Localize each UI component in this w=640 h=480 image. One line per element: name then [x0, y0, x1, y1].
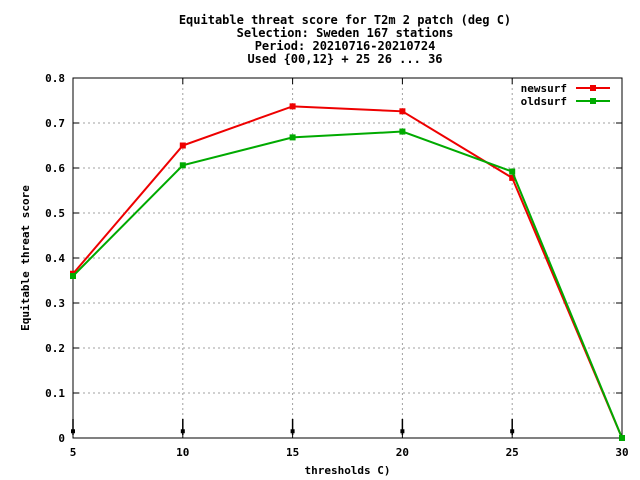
- series-line-newsurf: [72, 105, 623, 439]
- chart-title: Equitable threat score for T2m 2 patch (…: [179, 13, 511, 66]
- y-tick-label: 0.7: [45, 117, 65, 130]
- grid: [73, 78, 622, 438]
- legend-marker-oldsurf: [590, 98, 596, 104]
- legend-label-oldsurf: oldsurf: [521, 95, 567, 108]
- y-tick-label: 0.1: [45, 387, 65, 400]
- zero-marker-point: [510, 429, 515, 434]
- legend-label-newsurf: newsurf: [521, 82, 567, 95]
- x-tick-label: 15: [286, 446, 299, 459]
- zero-marker-point: [290, 429, 295, 434]
- y-tick-label: 0.5: [45, 207, 65, 220]
- y-tick-label: 0.2: [45, 342, 65, 355]
- data-point-oldsurf: [399, 128, 406, 135]
- y-tick-label: 0.4: [45, 252, 65, 265]
- data-point-newsurf: [399, 108, 406, 115]
- x-tick-label: 25: [506, 446, 519, 459]
- y-tick-label: 0: [58, 432, 65, 445]
- data-point-oldsurf: [179, 162, 186, 169]
- zero-marker-point: [400, 429, 405, 434]
- series-line-oldsurf: [72, 130, 623, 439]
- x-tick-labels: 5 10 15 20 25 30: [70, 446, 629, 459]
- x-tick-label: 10: [176, 446, 189, 459]
- y-tick-label: 0.6: [45, 162, 65, 175]
- x-tick-label: 30: [615, 446, 628, 459]
- title-line-3: Period: 20210716-20210724: [255, 39, 436, 53]
- series-layer: [70, 103, 625, 441]
- data-point-newsurf: [509, 174, 516, 181]
- data-point-oldsurf: [509, 168, 516, 175]
- y-tick-label: 0.3: [45, 297, 65, 310]
- zero-marker-point: [180, 429, 185, 434]
- data-point-newsurf: [179, 142, 186, 149]
- x-axis-label: thresholds C): [304, 464, 390, 477]
- title-line-4: Used {00,12} + 25 26 ... 36: [247, 52, 442, 66]
- y-tick-label: 0.8: [45, 72, 65, 85]
- y-axis-label: Equitable threat score: [19, 185, 32, 331]
- data-point-newsurf: [289, 103, 296, 110]
- y-tick-labels: 0 0.1 0.2 0.3 0.4 0.5 0.6 0.7 0.8: [45, 72, 65, 445]
- data-point-oldsurf: [619, 435, 625, 441]
- zero-marker-point: [71, 429, 75, 434]
- legend-marker-newsurf: [590, 85, 596, 91]
- data-point-oldsurf: [70, 273, 76, 279]
- x-tick-label: 20: [396, 446, 409, 459]
- x-tick-label: 5: [70, 446, 77, 459]
- title-line-1: Equitable threat score for T2m 2 patch (…: [179, 13, 511, 27]
- data-point-oldsurf: [289, 134, 296, 141]
- zero-markers: [71, 419, 515, 435]
- title-line-2: Selection: Sweden 167 stations: [237, 26, 454, 40]
